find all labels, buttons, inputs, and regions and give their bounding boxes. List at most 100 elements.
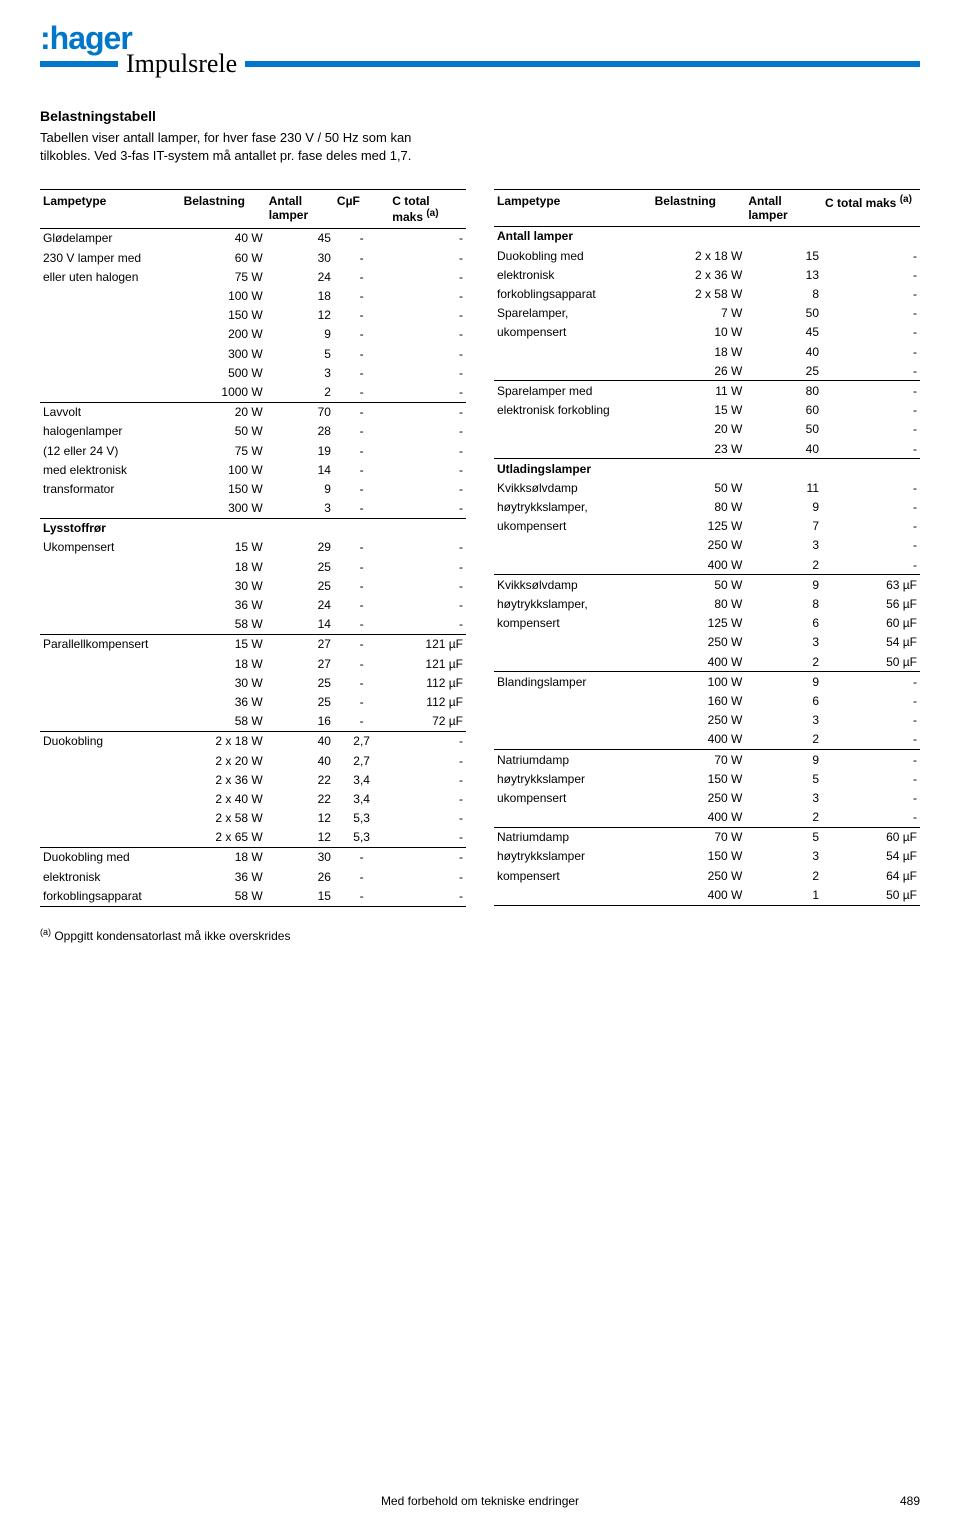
cell-antall: 6 — [745, 614, 822, 633]
row-label: Lavvolt — [40, 402, 181, 422]
cell-cuf: - — [334, 422, 389, 441]
cell-ctotal: - — [389, 344, 466, 363]
cell-ctotal: - — [822, 361, 920, 381]
cell-antall: 3 — [266, 363, 334, 382]
header: :hager Impulsrele — [40, 20, 920, 79]
cell-ctotal: - — [389, 248, 466, 267]
cell-ctotal: 50 µF — [822, 885, 920, 905]
intro-block: Belastningstabell Tabellen viser antall … — [40, 107, 920, 165]
cell-cuf: 2,7 — [334, 751, 389, 770]
cell-cuf: - — [334, 479, 389, 498]
cell-belastning: 36 W — [181, 867, 266, 886]
row-label: forkoblingsapparat — [494, 285, 652, 304]
cell-ctotal: - — [389, 460, 466, 479]
cell-ctotal: 54 µF — [822, 847, 920, 866]
cell-cuf: - — [334, 287, 389, 306]
section-title: Antall lamper — [494, 226, 652, 246]
row-label — [40, 654, 181, 673]
row-label: Natriumdamp — [494, 750, 652, 770]
cell-belastning: 2 x 36 W — [652, 265, 746, 284]
footer-text: Med forbehold om tekniske endringer — [0, 1494, 960, 1508]
cell-belastning: 70 W — [652, 750, 746, 770]
cell-antall: 5 — [745, 769, 822, 788]
row-label — [494, 439, 652, 459]
cell-antall: 15 — [266, 886, 334, 906]
cell-antall: 40 — [745, 342, 822, 361]
row-label — [494, 885, 652, 905]
cell-antall: 9 — [266, 479, 334, 498]
th-antall: Antall lamper — [266, 189, 334, 228]
cell-ctotal: - — [389, 538, 466, 557]
cell-belastning: 30 W — [181, 576, 266, 595]
cell-belastning: 150 W — [652, 847, 746, 866]
page-number: 489 — [900, 1494, 920, 1508]
section-title: Lysstoffrør — [40, 518, 181, 538]
footnote: (a) Oppgitt kondensatorlast må ikke over… — [40, 927, 920, 943]
cell-antall: 2 — [745, 808, 822, 828]
cell-antall: 3 — [266, 499, 334, 519]
cell-cuf: - — [334, 596, 389, 615]
cell-antall: 24 — [266, 267, 334, 286]
row-label — [40, 576, 181, 595]
tables-row: LampetypeBelastningAntall lamperCµFC tot… — [40, 189, 920, 907]
cell-antall: 2 — [745, 866, 822, 885]
cell-antall: 24 — [266, 596, 334, 615]
cell-ctotal: - — [822, 265, 920, 284]
cell-antall: 28 — [266, 422, 334, 441]
cell-belastning: 7 W — [652, 304, 746, 323]
cell-belastning: 75 W — [181, 267, 266, 286]
row-label: Glødelamper — [40, 228, 181, 248]
th-lampetype: Lampetype — [494, 189, 652, 226]
cell-ctotal: 60 µF — [822, 614, 920, 633]
cell-ctotal: - — [389, 886, 466, 906]
cell-belastning: 125 W — [652, 517, 746, 536]
cell-antall: 5 — [745, 827, 822, 847]
cell-antall: 18 — [266, 287, 334, 306]
cell-ctotal: - — [389, 306, 466, 325]
cell-antall: 27 — [266, 634, 334, 654]
row-label: Duokobling med — [494, 246, 652, 265]
row-label: høytrykkslamper, — [494, 498, 652, 517]
cell-antall: 25 — [266, 576, 334, 595]
row-label: ukompensert — [494, 788, 652, 807]
cell-belastning: 1000 W — [181, 382, 266, 402]
cell-belastning: 2 x 18 W — [181, 731, 266, 751]
cell-belastning: 20 W — [652, 420, 746, 439]
cell-antall: 8 — [745, 285, 822, 304]
cell-belastning: 18 W — [181, 847, 266, 867]
cell-ctotal: - — [822, 672, 920, 692]
cell-ctotal: - — [822, 750, 920, 770]
row-label — [494, 711, 652, 730]
cell-belastning: 15 W — [181, 634, 266, 654]
cell-belastning: 40 W — [181, 228, 266, 248]
cell-belastning: 58 W — [181, 712, 266, 732]
cell-belastning: 18 W — [181, 557, 266, 576]
row-label: Duokobling med — [40, 847, 181, 867]
cell-cuf: - — [334, 402, 389, 422]
cell-antall: 9 — [745, 498, 822, 517]
cell-antall: 6 — [745, 691, 822, 710]
row-label: forkoblingsapparat — [40, 886, 181, 906]
cell-belastning: 23 W — [652, 439, 746, 459]
row-label: med elektronisk — [40, 460, 181, 479]
cell-cuf: - — [334, 344, 389, 363]
cell-belastning: 70 W — [652, 827, 746, 847]
cell-antall: 80 — [745, 381, 822, 401]
cell-ctotal: 50 µF — [822, 652, 920, 672]
right-table: LampetypeBelastningAntall lamperC total … — [494, 189, 920, 906]
cell-ctotal: - — [822, 401, 920, 420]
row-label — [40, 306, 181, 325]
cell-cuf: - — [334, 847, 389, 867]
cell-ctotal: - — [822, 730, 920, 750]
cell-ctotal: - — [822, 498, 920, 517]
cell-ctotal: - — [389, 731, 466, 751]
cell-belastning: 30 W — [181, 673, 266, 692]
cell-cuf: - — [334, 441, 389, 460]
cell-ctotal: 64 µF — [822, 866, 920, 885]
cell-antall: 5 — [266, 344, 334, 363]
cell-ctotal: 121 µF — [389, 654, 466, 673]
cell-antall: 7 — [745, 517, 822, 536]
cell-ctotal: - — [822, 246, 920, 265]
cell-antall: 12 — [266, 306, 334, 325]
cell-belastning: 50 W — [652, 575, 746, 595]
